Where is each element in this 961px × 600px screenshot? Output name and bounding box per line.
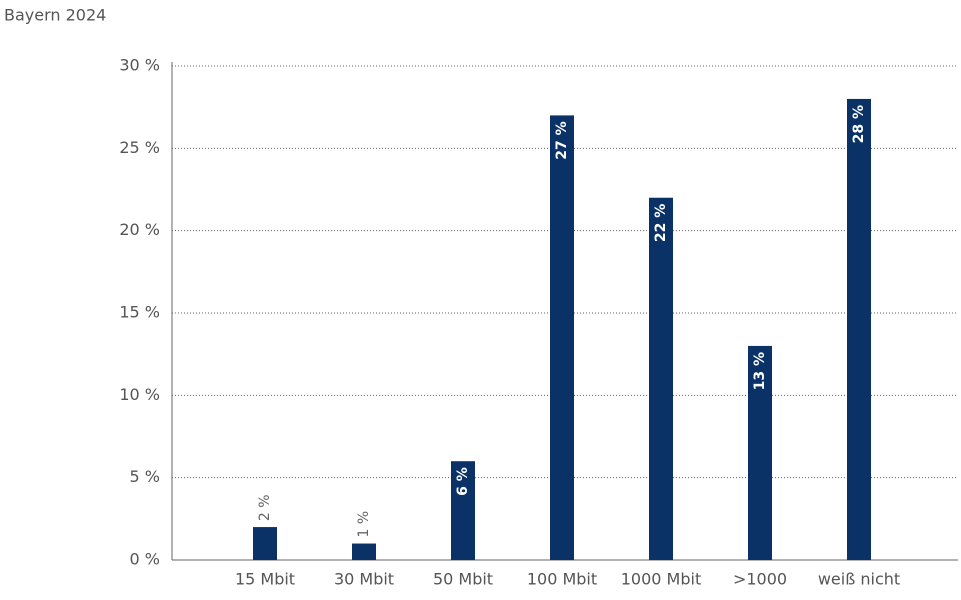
- y-tick-label: 10 %: [119, 385, 160, 404]
- bar: [451, 461, 475, 560]
- bar: [253, 527, 277, 560]
- bar: [748, 345, 772, 560]
- y-tick-label: 0 %: [130, 550, 160, 569]
- bar: [649, 197, 673, 560]
- value-label: 28 %: [851, 105, 867, 143]
- value-label: 22 %: [653, 204, 669, 242]
- y-tick-label: 20 %: [119, 220, 160, 239]
- bar: [550, 115, 574, 561]
- bar: [847, 98, 871, 560]
- value-label: 13 %: [752, 352, 768, 390]
- y-tick-label: 25 %: [119, 138, 160, 157]
- bar: [352, 543, 376, 560]
- x-tick-label: 30 Mbit: [334, 570, 394, 589]
- x-tick-label: 100 Mbit: [527, 570, 597, 589]
- x-tick-label: 1000 Mbit: [621, 570, 701, 589]
- chart-title: Bayern 2024: [4, 6, 106, 25]
- y-tick-label: 15 %: [119, 303, 160, 322]
- x-tick-label: 15 Mbit: [235, 570, 295, 589]
- y-tick-label: 5 %: [130, 467, 160, 486]
- value-label: 2 %: [257, 494, 273, 521]
- value-label: 27 %: [554, 121, 570, 159]
- x-tick-label: >1000: [733, 570, 787, 589]
- value-label: 6 %: [455, 467, 471, 496]
- x-tick-label: weiß nicht: [818, 570, 900, 589]
- value-label: 1 %: [356, 511, 372, 538]
- x-tick-label: 50 Mbit: [433, 570, 493, 589]
- y-tick-label: 30 %: [119, 56, 160, 75]
